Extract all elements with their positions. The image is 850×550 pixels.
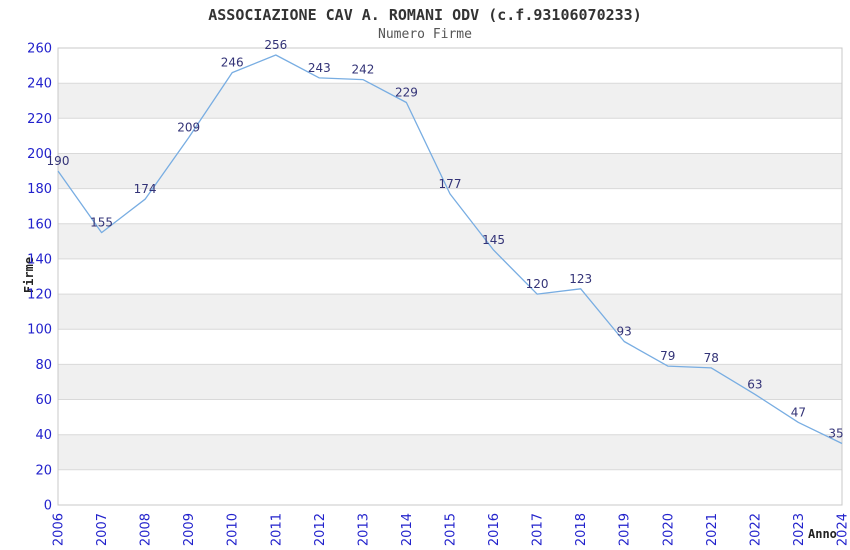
svg-text:160: 160 <box>27 217 52 232</box>
svg-text:177: 177 <box>439 177 462 191</box>
chart-title: ASSOCIAZIONE CAV A. ROMANI ODV (c.f.9310… <box>208 6 642 24</box>
svg-text:200: 200 <box>27 147 52 162</box>
svg-text:47: 47 <box>791 405 806 419</box>
svg-text:120: 120 <box>27 288 52 303</box>
svg-text:2021: 2021 <box>705 513 720 546</box>
svg-text:2017: 2017 <box>531 513 546 546</box>
svg-text:2010: 2010 <box>226 513 241 546</box>
svg-text:2007: 2007 <box>95 513 110 546</box>
svg-text:209: 209 <box>177 121 200 135</box>
svg-text:220: 220 <box>27 112 52 127</box>
svg-text:174: 174 <box>134 182 157 196</box>
svg-text:123: 123 <box>569 272 592 286</box>
svg-text:78: 78 <box>704 351 719 365</box>
svg-text:180: 180 <box>27 182 52 197</box>
svg-text:242: 242 <box>351 63 374 77</box>
svg-text:2020: 2020 <box>661 513 676 546</box>
svg-text:246: 246 <box>221 56 244 70</box>
svg-text:2022: 2022 <box>748 513 763 546</box>
svg-text:35: 35 <box>828 427 843 441</box>
svg-text:155: 155 <box>90 216 113 230</box>
svg-text:229: 229 <box>395 86 418 100</box>
svg-text:140: 140 <box>27 252 52 267</box>
svg-text:120: 120 <box>526 277 549 291</box>
svg-text:100: 100 <box>27 323 52 338</box>
svg-text:2006: 2006 <box>52 513 67 546</box>
svg-text:2016: 2016 <box>487 513 502 546</box>
svg-text:2008: 2008 <box>139 513 154 546</box>
svg-text:2018: 2018 <box>574 513 589 546</box>
svg-text:93: 93 <box>617 325 632 339</box>
svg-text:60: 60 <box>35 393 52 408</box>
svg-text:20: 20 <box>35 463 52 478</box>
svg-text:243: 243 <box>308 61 331 75</box>
svg-text:190: 190 <box>47 154 70 168</box>
svg-text:79: 79 <box>660 349 675 363</box>
svg-text:240: 240 <box>27 77 52 92</box>
svg-text:2024: 2024 <box>836 513 850 546</box>
svg-text:2012: 2012 <box>313 513 328 546</box>
svg-text:80: 80 <box>35 358 52 373</box>
svg-text:40: 40 <box>35 428 52 443</box>
svg-text:2015: 2015 <box>444 513 459 546</box>
svg-text:0: 0 <box>44 499 52 514</box>
chart-subtitle: Numero Firme <box>378 27 472 42</box>
svg-text:2023: 2023 <box>792 513 807 546</box>
svg-text:2011: 2011 <box>269 513 284 546</box>
svg-text:145: 145 <box>482 233 505 247</box>
svg-text:256: 256 <box>264 38 287 52</box>
x-axis-title: Anno <box>808 527 837 541</box>
svg-text:2009: 2009 <box>182 513 197 546</box>
svg-text:63: 63 <box>747 377 762 391</box>
svg-text:2013: 2013 <box>356 513 371 546</box>
svg-text:2014: 2014 <box>400 513 415 546</box>
svg-text:2019: 2019 <box>618 513 633 546</box>
svg-text:260: 260 <box>27 42 52 57</box>
